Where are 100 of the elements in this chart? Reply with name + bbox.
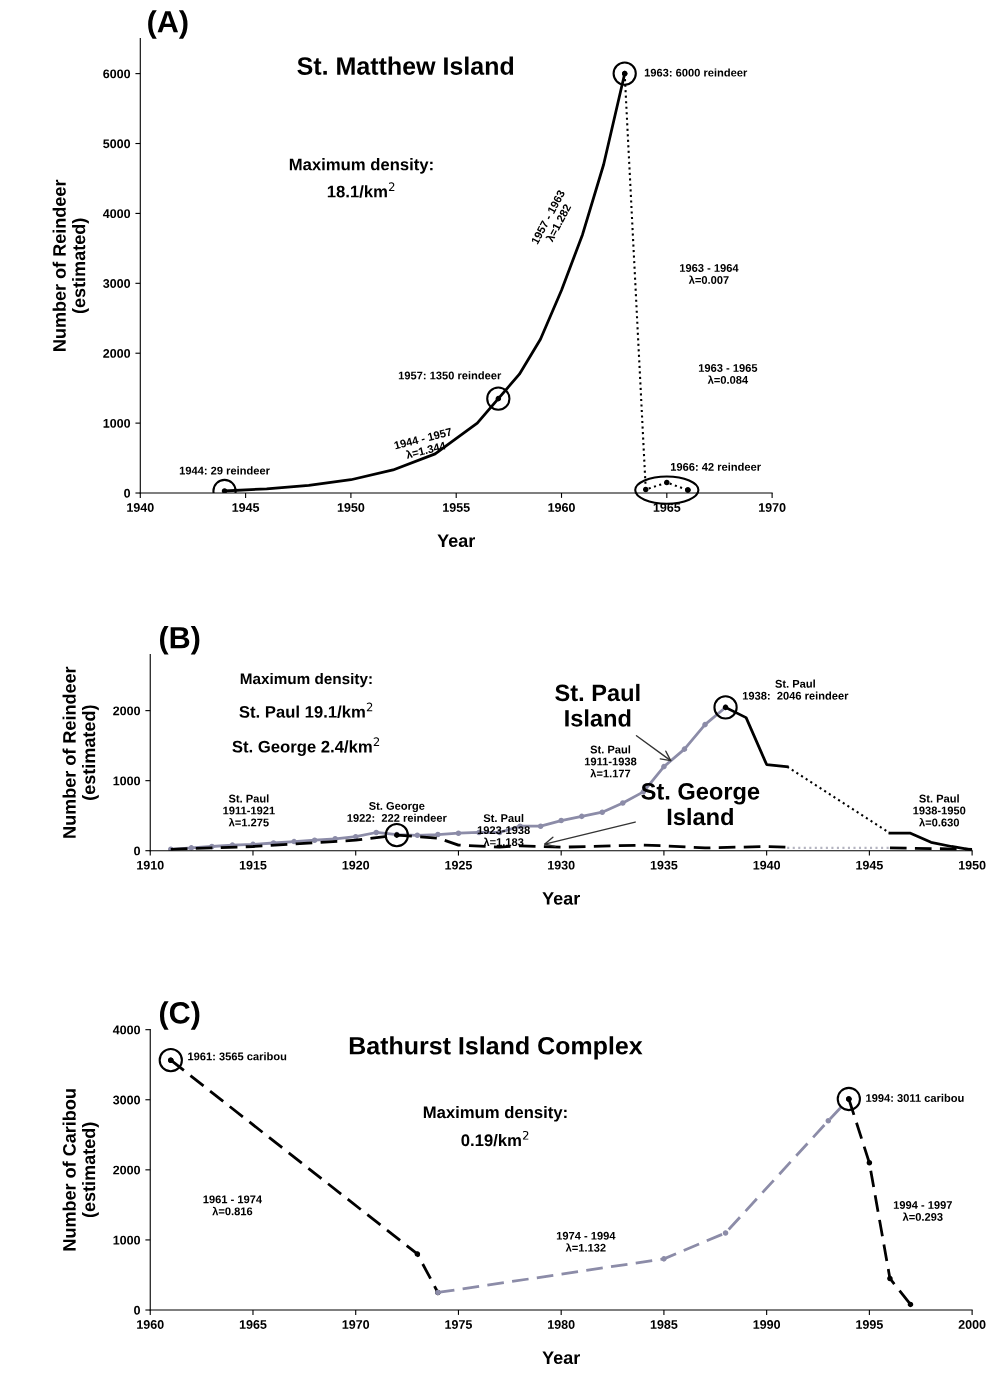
x-tick-label: 1945	[856, 860, 883, 870]
annotation: 1944: 29 reindeer	[179, 466, 270, 475]
y-tick-label: 1000	[113, 1235, 141, 1245]
point	[578, 813, 585, 820]
x-tick-label: 1995	[856, 1320, 883, 1329]
annotation: 18.1/km$^{2}$	[327, 182, 395, 198]
annotation: 1961: 3565 caribou	[188, 1052, 287, 1061]
annotation: St. Paul 1938-1950 λ=0.630	[913, 794, 966, 827]
y-tick-label: 2000	[113, 1165, 141, 1175]
y-tick-label: 5000	[103, 139, 131, 149]
point	[620, 800, 626, 806]
x-axis-title: Year	[542, 1351, 580, 1365]
annotation: St. Paul 1911-1938 λ=1.177	[584, 745, 637, 778]
point	[722, 1230, 729, 1236]
x-tick-label: 1930	[548, 860, 575, 870]
y-tick-label: 3000	[113, 1095, 141, 1105]
point	[486, 386, 511, 411]
y-tick-label: 1000	[113, 776, 141, 786]
x-axis-title: Year	[437, 534, 476, 548]
annotation: 1963 - 1964 λ=0.007	[679, 264, 739, 284]
x-tick-label: 1960	[137, 1320, 164, 1329]
x-tick-label: 1980	[548, 1320, 575, 1329]
x-tick-label: 1940	[753, 860, 781, 870]
point	[642, 486, 649, 493]
annotation: St. Paul 1938: 2046 reindeer	[742, 679, 849, 700]
annotation: 1966: 42 reindeer	[670, 462, 761, 471]
point	[188, 845, 195, 851]
point	[537, 823, 544, 829]
x-tick-label: 1950	[959, 860, 986, 870]
chart-title: (B)	[159, 626, 200, 655]
point	[664, 479, 670, 486]
x-tick-label: 1970	[759, 503, 786, 512]
annotation: St. Paul 1911-1921 λ=1.275	[223, 794, 275, 827]
y-tick-label: 0	[134, 1305, 141, 1315]
x-tick-label: 1945	[232, 503, 260, 512]
x-tick-label: 1920	[342, 860, 370, 870]
annotation: Maximum density:	[423, 1106, 567, 1122]
x-tick-label: 1965	[239, 1320, 267, 1329]
annotation: St. Paul 19.1/km$^{2}$	[239, 702, 373, 718]
x-tick-label: 1925	[445, 860, 472, 870]
x-tick-label: 1970	[342, 1320, 370, 1329]
annotation: 1994 - 1997 λ=0.293	[893, 1201, 952, 1221]
y-tick-label: 6000	[103, 69, 131, 79]
y-axis-title: Number of Reindeer (estimated)	[62, 666, 99, 838]
y-tick-label: 0	[124, 488, 131, 498]
point	[681, 746, 688, 752]
x-axis-title: Year	[542, 892, 580, 905]
annotation: St. Paul Island	[555, 683, 640, 727]
x-tick-label: 1915	[239, 860, 267, 870]
point	[907, 1301, 914, 1308]
x-tick-label: 1985	[650, 1320, 678, 1329]
annotation: 1961 - 1974 λ=0.816	[203, 1195, 263, 1216]
annotation: 1963: 6000 reindeer	[644, 68, 748, 77]
y-tick-label: 3000	[103, 279, 131, 288]
point	[612, 61, 637, 86]
x-tick-label: 1950	[337, 503, 365, 512]
chart-title: (A)	[148, 10, 188, 39]
point	[661, 1256, 667, 1262]
point	[558, 817, 564, 824]
point	[311, 837, 318, 843]
point	[866, 1160, 873, 1166]
x-tick-label: 1955	[443, 503, 470, 512]
x-tick-label: 1990	[753, 1320, 781, 1329]
x-tick-label: 1910	[137, 860, 164, 870]
y-tick-label: 2000	[113, 706, 141, 716]
point	[352, 833, 359, 840]
annotation: 1994: 3011 caribou	[866, 1093, 964, 1102]
point	[887, 1275, 893, 1282]
annotation: Maximum density:	[240, 672, 372, 688]
annotation: St. Paul 1923-1938 λ=1.183	[477, 813, 530, 847]
x-tick-label: 1975	[445, 1320, 472, 1329]
point	[291, 838, 297, 845]
point	[661, 763, 667, 770]
x-tick-label: 2000	[958, 1320, 986, 1329]
text: St. Matthew Island	[297, 56, 514, 75]
chart-subtitle: Bathurst Island Complex	[349, 1036, 643, 1060]
y-axis-title: Number of Caribou (estimated)	[62, 1089, 99, 1251]
point	[825, 1118, 832, 1124]
point	[414, 832, 421, 839]
annotation: St. George 2.4/km$^{2}$	[232, 737, 380, 756]
y-tick-label: 0	[134, 846, 141, 856]
annotation: St. George 1922: 222 reindeer	[347, 802, 447, 822]
y-tick-label: 4000	[112, 1025, 141, 1035]
point	[373, 829, 380, 836]
x-tick-label: 1940	[127, 503, 154, 512]
annotation: 1974 - 1994 λ=1.132	[556, 1231, 616, 1252]
annotation: 0.19/km$^{2}$	[461, 1130, 529, 1147]
point	[435, 831, 441, 838]
y-tick-label: 1000	[103, 418, 131, 428]
x-tick-label: 1960	[548, 503, 575, 512]
y-tick-label: 4000	[102, 209, 131, 219]
point	[685, 487, 691, 493]
point	[599, 809, 606, 815]
y-tick-label: 2000	[103, 349, 131, 358]
chart-title: (C)	[159, 1001, 200, 1030]
annotation: 1963 - 1965 λ=0.084	[698, 364, 758, 384]
annotation: 1957: 1350 reindeer	[398, 371, 502, 380]
y-axis-title: Number of Reindeer (estimated)	[52, 179, 89, 351]
annotation: St. George Island	[641, 783, 760, 826]
x-tick-label: 1935	[650, 860, 678, 870]
